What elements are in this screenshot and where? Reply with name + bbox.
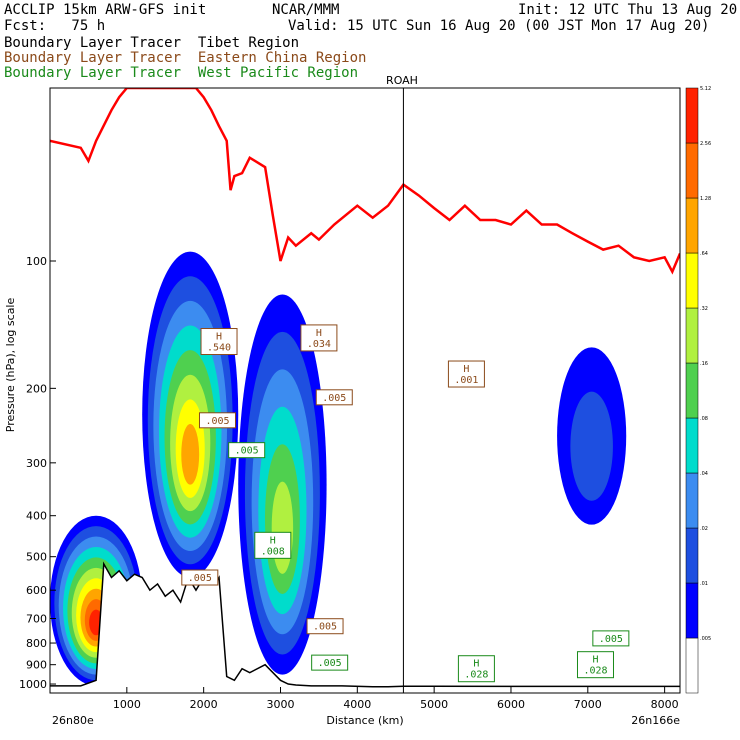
colorbar-label-8: 1.28 xyxy=(700,196,711,202)
colorbar-swatch-6 xyxy=(685,307,699,364)
init-time: Init: 12 UTC Thu 13 Aug 20 xyxy=(518,2,738,18)
colorbar-label-3: .04 xyxy=(700,471,708,477)
colorbar-label-5: .16 xyxy=(700,361,708,367)
annotation-box-4 xyxy=(228,442,266,459)
tracer-region-2-level-6 xyxy=(271,481,294,574)
annotation-text-0-1: .540 xyxy=(207,343,231,354)
colorbar-label-0: .005 xyxy=(700,636,711,642)
colorbar-label-6: .32 xyxy=(700,306,708,312)
annotation-text-4-0: .005 xyxy=(235,446,259,457)
annotation-text-12-0: H xyxy=(473,659,479,670)
annotation-box-12 xyxy=(457,655,495,683)
annotation-text-5-0: .005 xyxy=(188,573,212,584)
plot-area xyxy=(49,87,681,694)
x-tick-label-2000: 2000 xyxy=(190,698,218,711)
x-tick-label-6000: 6000 xyxy=(497,698,525,711)
tracer-region-1-level-8 xyxy=(181,424,200,485)
y-tick-label-900: 900 xyxy=(26,659,47,672)
annotation-text-3-0: .005 xyxy=(322,393,346,404)
forecast-hour: Fcst: 75 h xyxy=(4,18,106,34)
x-tick-label-5000: 5000 xyxy=(420,698,448,711)
tracer-region-3-level-2 xyxy=(570,391,613,501)
y-tick-label-600: 600 xyxy=(26,584,47,597)
plot-frame xyxy=(49,87,681,694)
colorbar-swatch-0 xyxy=(685,637,699,694)
y-tick-label-1000: 1000 xyxy=(19,678,47,691)
annotation-text-7-0: H xyxy=(463,364,469,375)
colorbar-swatch-7 xyxy=(685,252,699,309)
center-label: NCAR/MMM xyxy=(272,2,340,18)
y-tick-label-500: 500 xyxy=(26,551,47,564)
annotation-box-7 xyxy=(447,360,485,388)
annotation-text-9-0: .005 xyxy=(318,658,342,669)
colorbar-swatch-9 xyxy=(685,142,699,199)
left-end-label: 26n80e xyxy=(52,714,94,727)
annotation-box-1 xyxy=(300,324,338,352)
annotation-text-11-1: .028 xyxy=(583,666,607,677)
annotation-text-6-0: H xyxy=(270,535,276,546)
y-tick-label-300: 300 xyxy=(26,457,47,470)
annotation-box-3 xyxy=(315,389,353,406)
colorbar-swatch-3 xyxy=(685,472,699,529)
legend-tibet: Boundary Layer Tracer Tibet Region xyxy=(4,35,300,51)
annotation-text-12-1: .028 xyxy=(464,670,488,681)
annotation-box-2 xyxy=(198,412,236,429)
x-tick-label-4000: 4000 xyxy=(343,698,371,711)
tracer-field-group xyxy=(50,251,627,686)
colorbar-swatch-4 xyxy=(685,417,699,474)
x-tick-label-7000: 7000 xyxy=(574,698,602,711)
annotation-box-5 xyxy=(181,569,219,586)
legend-west-pacific: Boundary Layer Tracer West Pacific Regio… xyxy=(4,65,359,81)
annotation-box-6 xyxy=(254,531,292,559)
y-axis-title: Pressure (hPa), log scale xyxy=(4,298,17,433)
colorbar-swatch-1 xyxy=(685,582,699,639)
y-tick-label-700: 700 xyxy=(26,613,47,626)
y-tick-label-800: 800 xyxy=(26,637,47,650)
annotation-box-8 xyxy=(306,618,344,635)
annotation-text-2-0: .005 xyxy=(205,416,229,427)
annotation-box-10 xyxy=(592,630,630,647)
annotation-text-8-0: .005 xyxy=(313,622,337,633)
colorbar-label-4: .08 xyxy=(700,416,708,422)
colorbar-label-1: .01 xyxy=(700,581,708,587)
annotation-text-6-1: .008 xyxy=(261,546,285,557)
colorbar-label-10: 5.12 xyxy=(700,86,711,92)
y-tick-label-200: 200 xyxy=(26,382,47,395)
annotation-box-9 xyxy=(311,654,349,671)
annotation-text-0-0: H xyxy=(216,332,222,343)
annotation-text-10-0: .005 xyxy=(599,634,623,645)
roah-marker-label: ROAH xyxy=(386,74,418,87)
colorbar-label-7: .64 xyxy=(700,251,708,257)
model-title: ACCLIP 15km ARW-GFS init xyxy=(4,2,207,18)
annotation-text-7-1: .001 xyxy=(454,375,478,386)
y-tick-label-400: 400 xyxy=(26,510,47,523)
x-tick-label-1000: 1000 xyxy=(113,698,141,711)
y-tick-label-100: 100 xyxy=(26,255,47,268)
annotation-text-1-0: H xyxy=(316,328,322,339)
annotation-box-11 xyxy=(576,651,614,679)
colorbar: .005 .01 .02 .04 .08 .16 .32 .64 1.28 2.56 5.12 xyxy=(685,86,711,694)
x-tick-label-8000: 8000 xyxy=(651,698,679,711)
colorbar-swatch-2 xyxy=(685,527,699,584)
x-tick-label-3000: 3000 xyxy=(266,698,294,711)
x-axis-title: Distance (km) xyxy=(326,714,403,727)
valid-time: Valid: 15 UTC Sun 16 Aug 20 (00 JST Mon … xyxy=(288,18,710,34)
annotation-text-11-0: H xyxy=(592,655,598,666)
colorbar-label-2: .02 xyxy=(700,526,708,532)
colorbar-swatch-10 xyxy=(685,87,699,144)
colorbar-swatch-8 xyxy=(685,197,699,254)
annotation-text-1-1: .034 xyxy=(307,339,331,350)
legend-eastern-china: Boundary Layer Tracer Eastern China Regi… xyxy=(4,50,367,66)
annotation-box-0 xyxy=(200,328,238,356)
right-end-label: 26n166e xyxy=(631,714,680,727)
colorbar-swatch-5 xyxy=(685,362,699,419)
tropopause-line xyxy=(50,88,680,275)
colorbar-label-9: 2.56 xyxy=(700,141,711,147)
